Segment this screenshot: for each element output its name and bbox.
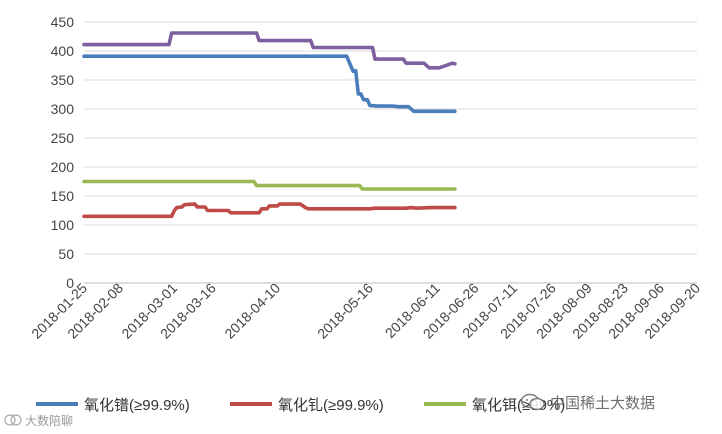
watermark-source: 大数陪聊 [4,411,73,429]
x-axis-ticks: 2018-01-252018-02-082018-03-012018-03-16… [28,280,703,342]
legend-label: 氧化镨(≥99.9%) [84,396,190,414]
legend: 氧化镨(≥99.9%) 氧化钆(≥99.9%) 氧化铒(≥99%) [36,392,716,416]
source-logo-icon [4,414,22,426]
y-tick-label: 100 [51,217,75,233]
data-series [82,31,457,219]
wechat-icon [520,393,545,411]
watermark-source-text: 大数陪聊 [25,413,74,428]
y-tick-label: 0 [66,275,74,291]
legend-item-praseodymium-oxide: 氧化镨(≥99.9%) [36,392,190,416]
y-tick-label: 400 [51,43,75,59]
y-tick-label: 300 [51,101,75,117]
y-tick-label: 150 [51,188,75,204]
series-line-2 [82,202,457,219]
series-line-3 [82,179,457,191]
gridlines [84,21,697,255]
y-axis-ticks: 0 50 100 150 200 250 300 350 400 450 [51,14,75,291]
legend-label: 氧化钆(≥99.9%) [278,396,384,414]
y-tick-label: 200 [51,159,75,175]
x-tick-label: 2018-05-16 [314,280,376,342]
series-line-4 [82,31,457,70]
y-tick-label: 50 [58,246,74,262]
line-chart: 0 50 100 150 200 250 300 350 400 450 2018-01-2520… [28,14,703,342]
series-line-1 [82,54,457,114]
watermark-wechat: 中国稀土大数据 [520,388,655,416]
y-tick-label: 350 [51,72,75,88]
x-tick-label: 2018-04-10 [221,280,283,342]
legend-swatch-blue [36,402,78,406]
legend-item-gadolinium-oxide: 氧化钆(≥99.9%) [230,392,384,416]
legend-swatch-red [230,402,272,406]
watermark-text: 中国稀土大数据 [550,394,656,412]
y-tick-label: 450 [51,14,75,30]
legend-swatch-green [424,402,466,406]
y-tick-label: 250 [51,130,75,146]
